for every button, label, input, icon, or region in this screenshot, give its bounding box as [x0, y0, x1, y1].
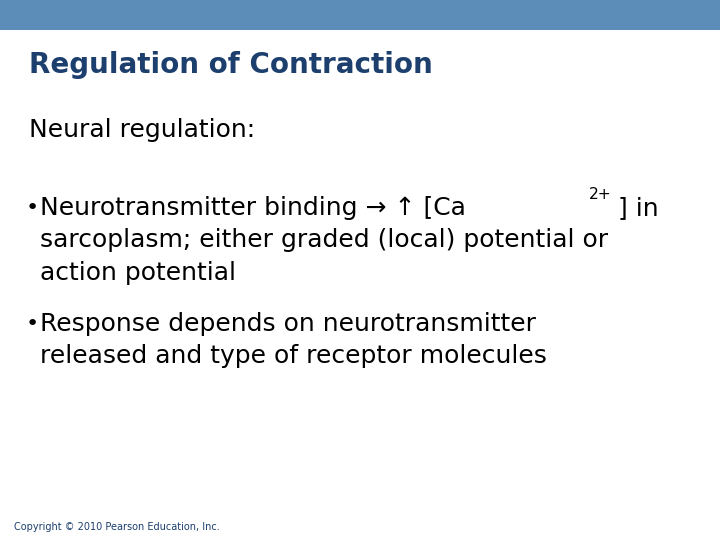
- Text: Copyright © 2010 Pearson Education, Inc.: Copyright © 2010 Pearson Education, Inc.: [14, 522, 220, 531]
- Text: Neural regulation:: Neural regulation:: [29, 118, 255, 141]
- Text: ] in: ] in: [618, 196, 659, 220]
- Text: 2+: 2+: [589, 187, 612, 202]
- Text: released and type of receptor molecules: released and type of receptor molecules: [40, 345, 546, 368]
- Text: sarcoplasm; either graded (local) potential or: sarcoplasm; either graded (local) potent…: [40, 228, 608, 252]
- Text: action potential: action potential: [40, 261, 235, 285]
- Text: Response depends on neurotransmitter: Response depends on neurotransmitter: [40, 312, 536, 336]
- Text: Regulation of Contraction: Regulation of Contraction: [29, 51, 433, 79]
- Text: Neurotransmitter binding → ↑ [Ca: Neurotransmitter binding → ↑ [Ca: [40, 196, 465, 220]
- Text: •: •: [25, 314, 38, 334]
- Text: •: •: [25, 198, 38, 218]
- Bar: [0, 0, 720, 30]
